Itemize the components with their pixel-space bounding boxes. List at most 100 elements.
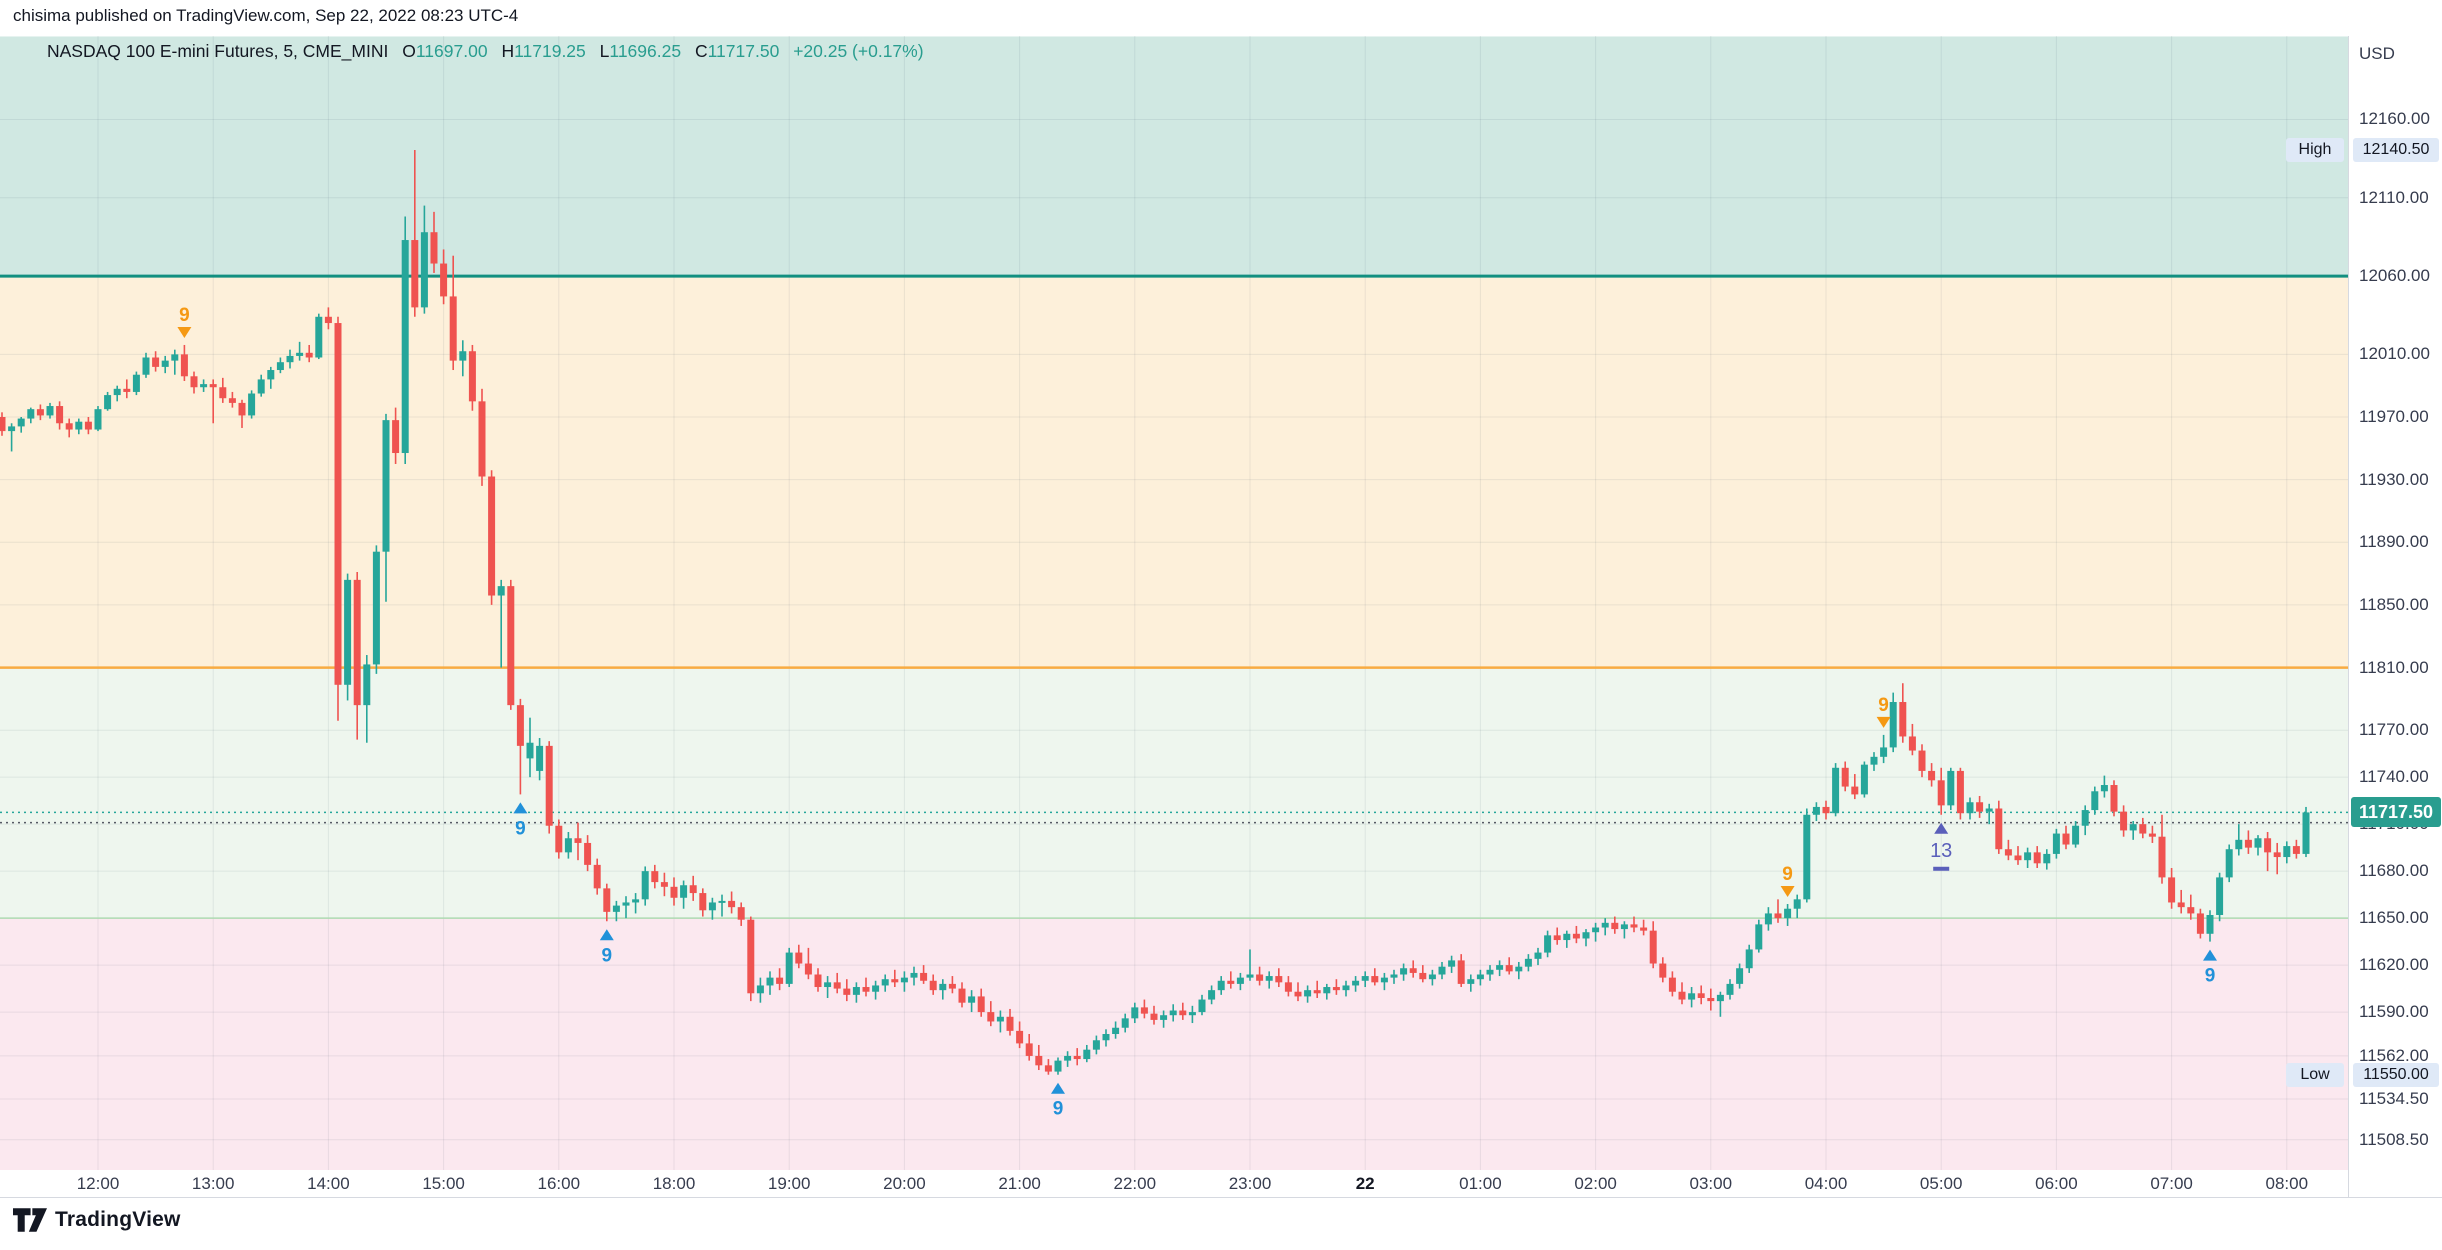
price-axis[interactable]: USD 12160.00 12110.00 12060.00 12010.00 1197… xyxy=(2348,36,2442,1197)
candle-down[interactable] xyxy=(1179,1010,1187,1016)
time-axis-label[interactable]: 16:00 xyxy=(537,1174,581,1193)
candle-down[interactable] xyxy=(948,983,956,989)
candle-down[interactable] xyxy=(1774,913,1782,919)
candle-up[interactable] xyxy=(1812,806,1820,815)
candle-up[interactable] xyxy=(1054,1060,1062,1072)
candle-up[interactable] xyxy=(8,426,16,432)
candle-down[interactable] xyxy=(1227,980,1235,984)
candle-down[interactable] xyxy=(2177,902,2185,908)
candle-down[interactable] xyxy=(2004,849,2012,856)
candle-up[interactable] xyxy=(1198,999,1206,1013)
candle-up[interactable] xyxy=(257,379,265,394)
candle-up[interactable] xyxy=(1793,899,1801,909)
candle-up[interactable] xyxy=(459,351,467,361)
candle-down[interactable] xyxy=(2264,838,2272,853)
candle-down[interactable] xyxy=(1016,1030,1024,1044)
candle-up[interactable] xyxy=(1755,924,1763,950)
candle-up[interactable] xyxy=(526,742,534,759)
candle-down[interactable] xyxy=(430,232,438,264)
time-axis-label[interactable]: 07:00 xyxy=(2150,1174,2193,1193)
candle-down[interactable] xyxy=(1140,1007,1148,1014)
candle-down[interactable] xyxy=(660,882,668,887)
candle-up[interactable] xyxy=(1966,802,1974,814)
candle-up[interactable] xyxy=(315,316,323,358)
candle-down[interactable] xyxy=(747,919,755,994)
time-axis-label[interactable]: 22 xyxy=(1355,1174,1375,1193)
candle-down[interactable] xyxy=(180,354,188,377)
candle-up[interactable] xyxy=(1217,980,1225,991)
candle-up[interactable] xyxy=(1400,968,1408,975)
time-axis[interactable]: 12:00 13:00 14:00 15:00 16:00 18:00 19:00 20:00… xyxy=(0,1170,2442,1198)
candle-down[interactable] xyxy=(324,316,332,324)
candle-up[interactable] xyxy=(1563,933,1571,941)
candle-up[interactable] xyxy=(1803,814,1811,900)
candle-up[interactable] xyxy=(132,374,140,392)
candle-down[interactable] xyxy=(411,240,419,308)
candle-down[interactable] xyxy=(728,900,736,908)
candle-up[interactable] xyxy=(200,384,208,388)
candle-down[interactable] xyxy=(651,871,659,883)
candle-up[interactable] xyxy=(968,996,976,1003)
candle-up[interactable] xyxy=(1390,974,1398,978)
candle-down[interactable] xyxy=(209,384,217,388)
candle-down[interactable] xyxy=(1256,974,1264,981)
candle-down[interactable] xyxy=(1822,806,1830,814)
candle-up[interactable] xyxy=(1092,1040,1100,1050)
candle-up[interactable] xyxy=(2100,785,2108,792)
candle-up[interactable] xyxy=(276,362,284,371)
candle-down[interactable] xyxy=(1908,736,1916,751)
candle-up[interactable] xyxy=(1188,1012,1196,1016)
time-axis-label[interactable]: 12:00 xyxy=(76,1174,120,1193)
candle-down[interactable] xyxy=(1553,935,1561,941)
candle-down[interactable] xyxy=(1995,808,2003,850)
candle-down[interactable] xyxy=(584,842,592,865)
time-axis-label[interactable]: 06:00 xyxy=(2035,1174,2078,1193)
candle-up[interactable] xyxy=(1160,1015,1168,1020)
candle-up[interactable] xyxy=(1131,1007,1139,1019)
candle-up[interactable] xyxy=(1476,974,1484,980)
candle-down[interactable] xyxy=(1505,965,1513,972)
candle-down[interactable] xyxy=(670,886,678,898)
candle-up[interactable] xyxy=(497,586,505,596)
candle-up[interactable] xyxy=(718,900,726,903)
candle-down[interactable] xyxy=(833,982,841,989)
candle-down[interactable] xyxy=(2158,836,2166,878)
candle-down[interactable] xyxy=(776,977,784,984)
candle-up[interactable] xyxy=(142,357,150,375)
candle-up[interactable] xyxy=(1716,994,1724,1002)
candle-up[interactable] xyxy=(900,977,908,983)
candle-down[interactable] xyxy=(2187,907,2195,914)
candle-up[interactable] xyxy=(2216,877,2224,915)
candle-up[interactable] xyxy=(2072,825,2080,845)
candle-down[interactable] xyxy=(2273,852,2281,858)
candle-up[interactable] xyxy=(267,370,275,380)
candle-down[interactable] xyxy=(0,417,6,432)
candle-down[interactable] xyxy=(1409,968,1417,973)
candle-up[interactable] xyxy=(1486,969,1494,975)
candle-down[interactable] xyxy=(2168,877,2176,903)
candle-up[interactable] xyxy=(171,354,179,361)
candle-down[interactable] xyxy=(1668,977,1676,992)
candle-up[interactable] xyxy=(1265,976,1273,981)
candle-up[interactable] xyxy=(1860,764,1868,795)
candle-down[interactable] xyxy=(488,476,496,596)
candle-down[interactable] xyxy=(1572,933,1580,939)
candle-up[interactable] xyxy=(1515,966,1523,972)
time-axis-label[interactable]: 21:00 xyxy=(998,1174,1041,1193)
candle-down[interactable] xyxy=(2110,785,2118,812)
candle-up[interactable] xyxy=(996,1016,1004,1022)
candle-down[interactable] xyxy=(65,423,73,430)
last-price-badge[interactable]: 11717.50 xyxy=(2351,797,2441,828)
candle-up[interactable] xyxy=(1985,808,1993,812)
candle-up[interactable] xyxy=(17,418,25,427)
candle-down[interactable] xyxy=(1611,922,1619,930)
candle-up[interactable] xyxy=(1736,968,1744,984)
symbol-title[interactable]: NASDAQ 100 E-mini Futures, 5, CME_MINI xyxy=(47,41,389,61)
candle-down[interactable] xyxy=(555,825,563,853)
candle-up[interactable] xyxy=(632,899,640,903)
candle-up[interactable] xyxy=(708,902,716,911)
time-axis-label[interactable]: 05:00 xyxy=(1919,1174,1963,1193)
candle-up[interactable] xyxy=(766,977,774,986)
candle-up[interactable] xyxy=(363,664,371,706)
time-axis-label[interactable]: 23:00 xyxy=(1228,1174,1272,1193)
